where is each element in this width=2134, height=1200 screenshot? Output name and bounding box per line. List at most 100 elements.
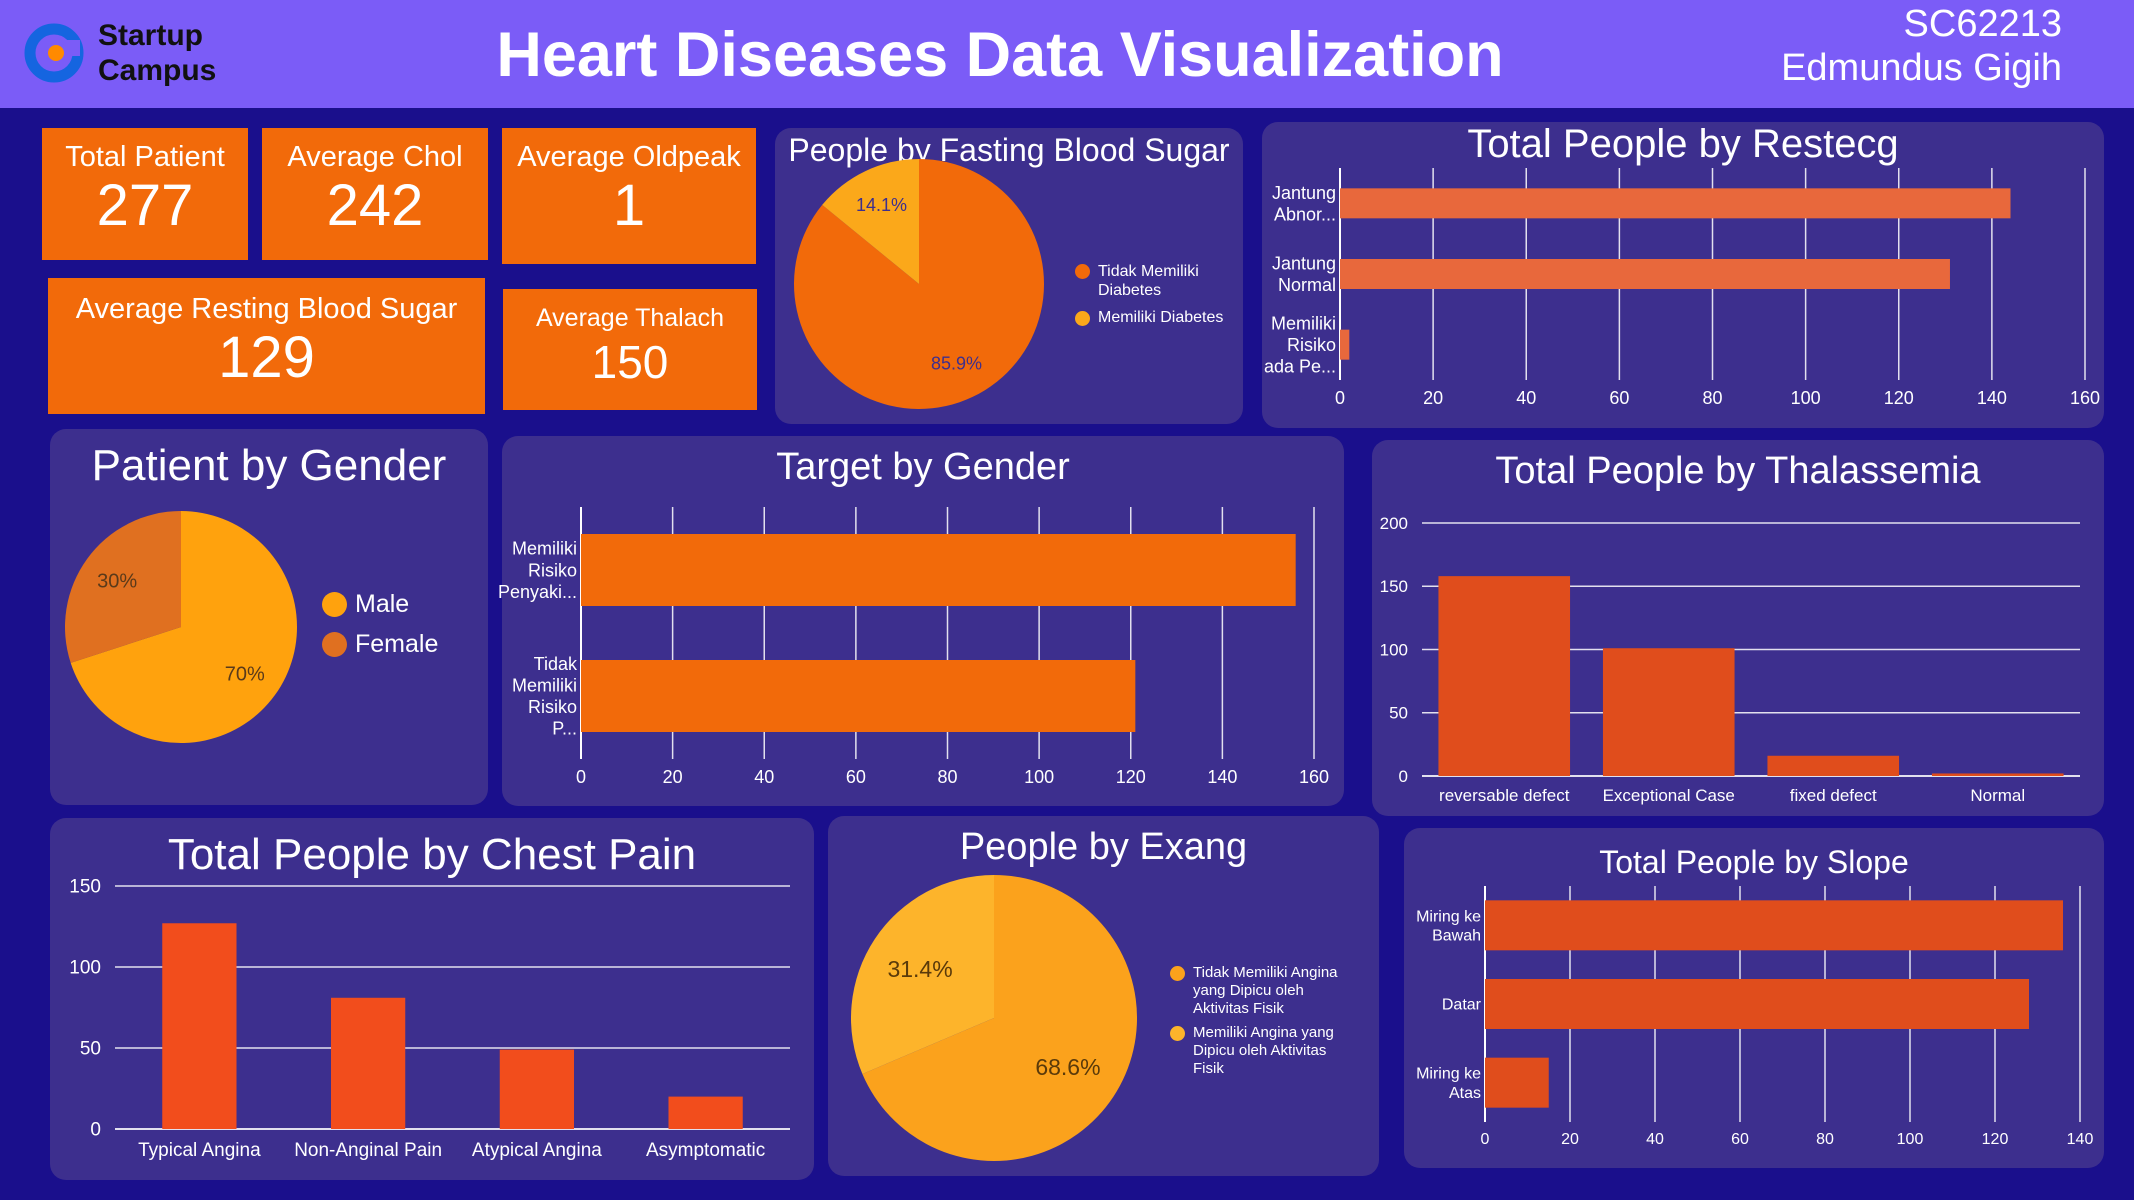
legend-item: Male bbox=[322, 589, 482, 619]
x-category-label: Normal bbox=[1970, 786, 2025, 805]
x-tick-label: 140 bbox=[1207, 767, 1237, 787]
x-tick-label: 20 bbox=[1423, 388, 1443, 408]
panel-slope: Total People by Slope 0 20 40 60 80 100 120 140… bbox=[1404, 828, 2104, 1168]
chart-legend: Male Female bbox=[322, 589, 482, 669]
x-tick-label: 40 bbox=[754, 767, 774, 787]
chart-legend: Tidak Memiliki Angina yang Dipicu oleh A… bbox=[1170, 964, 1340, 1084]
legend-dot-icon bbox=[322, 592, 347, 617]
legend-label: Tidak Memiliki Diabetes bbox=[1098, 262, 1235, 300]
legend-item: Tidak Memiliki Angina yang Dipicu oleh A… bbox=[1170, 964, 1340, 1018]
bar-memiliki-risiko-penyaki bbox=[581, 534, 1296, 606]
x-tick-label: 40 bbox=[1646, 1131, 1664, 1148]
x-tick-label: 0 bbox=[576, 767, 586, 787]
x-tick-label: 160 bbox=[2070, 388, 2100, 408]
y-tick-label: 50 bbox=[80, 1039, 101, 1060]
bar-atypical-angina bbox=[500, 1050, 574, 1129]
y-category-label: Jantung Normal bbox=[1272, 254, 1336, 296]
x-tick-label: 60 bbox=[1609, 388, 1629, 408]
legend-label: Memiliki Angina yang Dipicu oleh Aktivit… bbox=[1193, 1024, 1340, 1078]
panel-patient-gender: Patient by Gender 70% 30% Male Female bbox=[50, 429, 488, 805]
slope-bar-chart: 0 20 40 60 80 100 120 140Miring ke BawahDatarMir… bbox=[1404, 828, 2104, 1168]
panel-target-gender: Target by Gender 0 20 40 60 80 100 120 140 160 Me… bbox=[502, 436, 1344, 806]
x-tick-label: 140 bbox=[2067, 1131, 2094, 1148]
restecg-bar-chart: 0 20 40 60 80 100 120 140 160 Jantung Abnor... Jant… bbox=[1262, 122, 2104, 428]
x-tick-label: 20 bbox=[663, 767, 683, 787]
x-tick-label: 40 bbox=[1516, 388, 1536, 408]
x-tick-label: 100 bbox=[1791, 388, 1821, 408]
x-tick-label: 120 bbox=[1884, 388, 1914, 408]
x-tick-label: 120 bbox=[1116, 767, 1146, 787]
thalassemia-bar-chart: 0 50 100 150 200 reversable defect Exceptional… bbox=[1372, 440, 2104, 816]
bar-jantung-normal bbox=[1340, 259, 1950, 289]
x-tick-label: 160 bbox=[1299, 767, 1329, 787]
kpi-average-oldpeak: Average Oldpeak 1 bbox=[502, 128, 756, 264]
y-tick-label: 50 bbox=[1389, 704, 1408, 723]
page-title: Heart Diseases Data Visualization bbox=[0, 20, 2000, 90]
y-tick-label: 0 bbox=[1399, 767, 1408, 786]
kpi-label: Average Resting Blood Sugar bbox=[48, 292, 485, 326]
bar-normal bbox=[1932, 773, 2064, 776]
pie-value-label: 68.6% bbox=[1035, 1054, 1100, 1080]
y-tick-label: 150 bbox=[1380, 577, 1408, 596]
legend-dot-icon bbox=[1075, 311, 1090, 326]
chart-legend: Tidak Memiliki Diabetes Memiliki Diabetes bbox=[1075, 262, 1235, 336]
bar-fixed-defect bbox=[1767, 756, 1899, 776]
chest-pain-bar-chart: 0 50 100 150 Typical Angina Non-Anginal Pain A… bbox=[50, 818, 814, 1180]
x-tick-label: 20 bbox=[1561, 1131, 1579, 1148]
kpi-total-patient: Total Patient 277 bbox=[42, 128, 248, 260]
kpi-label: Average Chol bbox=[262, 140, 488, 174]
kpi-value: 129 bbox=[48, 326, 485, 390]
legend-label: Female bbox=[355, 629, 438, 659]
x-tick-label: 0 bbox=[1481, 1131, 1490, 1148]
x-tick-label: 0 bbox=[1335, 388, 1345, 408]
y-tick-label: 100 bbox=[69, 958, 101, 979]
legend-label: Memiliki Diabetes bbox=[1098, 308, 1223, 327]
x-tick-label: 120 bbox=[1982, 1131, 2009, 1148]
legend-dot-icon bbox=[1170, 1026, 1185, 1041]
y-category-label: Memiliki Risiko ada Pe... bbox=[1264, 313, 1336, 376]
x-category-label: reversable defect bbox=[1439, 786, 1570, 805]
target-gender-bar-chart: 0 20 40 60 80 100 120 140 160 Memiliki Risiko Penya… bbox=[502, 436, 1344, 806]
y-tick-label: 0 bbox=[90, 1120, 101, 1141]
kpi-average-resting-blood-sugar: Average Resting Blood Sugar 129 bbox=[48, 278, 485, 414]
kpi-value: 1 bbox=[502, 174, 756, 238]
x-category-label: Atypical Angina bbox=[472, 1140, 602, 1161]
kpi-label: Average Thalach bbox=[503, 301, 757, 335]
panel-thalassemia: Total People by Thalassemia 0 50 100 150 200… bbox=[1372, 440, 2104, 816]
author-name: Edmundus Gigih bbox=[1781, 46, 2062, 90]
kpi-label: Average Oldpeak bbox=[502, 140, 756, 174]
y-category-label: Miring ke Atas bbox=[1416, 1066, 1481, 1102]
x-category-label: Asymptomatic bbox=[646, 1140, 765, 1161]
bar-exceptional-case bbox=[1603, 648, 1735, 776]
y-tick-label: 100 bbox=[1380, 640, 1408, 659]
legend-item: Memiliki Diabetes bbox=[1075, 308, 1235, 327]
x-tick-label: 100 bbox=[1897, 1131, 1924, 1148]
bar-memiliki-risiko-ada-pe bbox=[1340, 330, 1349, 360]
x-category-label: Exceptional Case bbox=[1603, 786, 1735, 805]
legend-item: Memiliki Angina yang Dipicu oleh Aktivit… bbox=[1170, 1024, 1340, 1078]
header-bar: Startup Campus Heart Diseases Data Visua… bbox=[0, 0, 2134, 108]
legend-item: Female bbox=[322, 629, 482, 659]
y-category-label: Datar bbox=[1442, 997, 1482, 1014]
legend-dot-icon bbox=[322, 632, 347, 657]
x-category-label: Non-Anginal Pain bbox=[294, 1140, 442, 1161]
bar-datar bbox=[1485, 979, 2029, 1029]
y-category-label: Tidak Memiliki Risiko P... bbox=[512, 654, 578, 739]
panel-exang: People by Exang 68.6% 31.4% Tidak Memilik… bbox=[828, 816, 1379, 1176]
x-category-label: Typical Angina bbox=[138, 1140, 261, 1161]
pie-value-label: 30% bbox=[97, 571, 137, 593]
pie-value-label: 14.1% bbox=[856, 195, 907, 215]
y-tick-label: 150 bbox=[69, 877, 101, 898]
pie-value-label: 70% bbox=[225, 663, 265, 685]
bar-miring-ke-atas bbox=[1485, 1058, 1549, 1108]
legend-item: Tidak Memiliki Diabetes bbox=[1075, 262, 1235, 300]
kpi-value: 150 bbox=[503, 335, 757, 389]
y-tick-label: 200 bbox=[1380, 514, 1408, 533]
bar-typical-angina bbox=[162, 923, 236, 1129]
kpi-value: 242 bbox=[262, 174, 488, 238]
x-tick-label: 80 bbox=[937, 767, 957, 787]
y-category-label: Jantung Abnor... bbox=[1272, 183, 1336, 225]
author-code: SC62213 bbox=[1781, 2, 2062, 46]
bar-jantung-abnor bbox=[1340, 188, 2011, 218]
bar-non-anginal-pain bbox=[331, 998, 405, 1129]
